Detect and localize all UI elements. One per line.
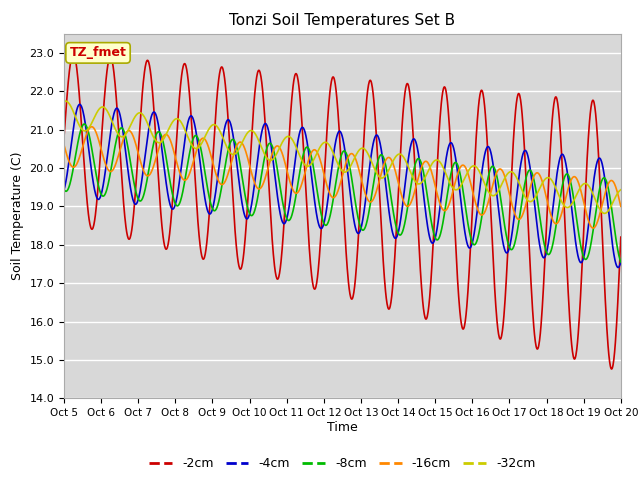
-2cm [246,153,254,158]
-8cm [171,199,179,205]
-4cm [551,186,559,192]
-32cm [617,187,625,192]
-8cm [80,121,88,127]
-32cm [502,173,509,179]
-32cm [429,159,437,165]
-32cm [171,117,179,122]
-2cm [429,241,437,247]
-2cm [502,284,509,290]
Title: Tonzi Soil Temperatures Set B: Tonzi Soil Temperatures Set B [229,13,456,28]
-2cm [171,165,179,171]
-32cm [551,183,559,189]
-4cm [429,240,437,246]
Line: -2cm: -2cm [64,54,621,369]
X-axis label: Time: Time [327,421,358,434]
-8cm [60,186,68,192]
-16cm [60,142,68,148]
Line: -32cm: -32cm [64,101,621,214]
-2cm [60,134,68,140]
-8cm [502,230,509,236]
-16cm [171,152,179,157]
-4cm [246,207,254,213]
-16cm [246,166,254,172]
-8cm [429,228,437,234]
-16cm [551,220,559,226]
-4cm [614,264,622,270]
Line: -16cm: -16cm [64,127,621,228]
-16cm [88,124,96,130]
-2cm [70,51,77,57]
-32cm [184,135,192,141]
Text: TZ_fmet: TZ_fmet [70,47,127,60]
-4cm [617,259,625,265]
-16cm [589,225,596,231]
-2cm [617,234,625,240]
-4cm [60,187,68,193]
-16cm [184,174,192,180]
-4cm [502,250,509,255]
-32cm [61,98,69,104]
-8cm [617,259,625,265]
-4cm [171,204,179,209]
-4cm [184,119,192,124]
-2cm [551,95,559,101]
-32cm [601,211,609,216]
-16cm [502,177,509,183]
Legend: -2cm, -4cm, -8cm, -16cm, -32cm: -2cm, -4cm, -8cm, -16cm, -32cm [145,452,540,475]
-16cm [429,175,437,180]
-8cm [184,158,192,164]
-4cm [76,101,84,107]
-8cm [246,212,254,218]
Y-axis label: Soil Temperature (C): Soil Temperature (C) [11,152,24,280]
-8cm [551,229,559,235]
-32cm [60,98,68,104]
-16cm [617,204,625,209]
Line: -8cm: -8cm [64,124,621,262]
-2cm [184,78,192,84]
-32cm [246,128,254,133]
Line: -4cm: -4cm [64,104,621,267]
-2cm [607,366,615,372]
